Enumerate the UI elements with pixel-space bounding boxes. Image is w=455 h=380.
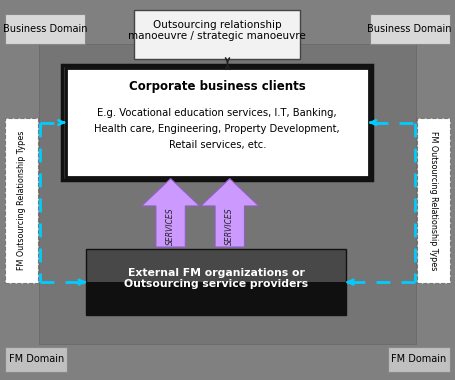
Text: FM Outsourcing Relationship Types: FM Outsourcing Relationship Types [429,131,438,270]
FancyBboxPatch shape [62,65,372,180]
FancyBboxPatch shape [417,118,450,283]
Text: FM Domain: FM Domain [391,354,446,364]
Polygon shape [142,179,200,247]
FancyBboxPatch shape [66,68,369,177]
FancyBboxPatch shape [388,347,450,372]
Text: E.g. Vocational education services, I.T, Banking,
Health care, Engineering, Prop: E.g. Vocational education services, I.T,… [95,108,340,150]
FancyBboxPatch shape [5,118,38,283]
Text: FM Domain: FM Domain [9,354,64,364]
Text: SERVICES: SERVICES [225,207,234,245]
Text: Corporate business clients: Corporate business clients [129,80,306,93]
FancyBboxPatch shape [86,282,346,315]
Polygon shape [201,179,259,247]
Text: FM Outsourcing Relationship Types: FM Outsourcing Relationship Types [17,131,26,270]
Text: Business Domain: Business Domain [3,24,87,34]
FancyBboxPatch shape [39,44,416,344]
Text: Business Domain: Business Domain [368,24,452,34]
FancyBboxPatch shape [86,249,346,315]
Text: External FM organizations or
Outsourcing service providers: External FM organizations or Outsourcing… [124,268,308,289]
FancyBboxPatch shape [370,14,450,44]
FancyBboxPatch shape [5,14,85,44]
Text: SERVICES: SERVICES [166,207,175,245]
FancyBboxPatch shape [5,347,67,372]
FancyBboxPatch shape [134,10,300,59]
Text: Outsourcing relationship
manoeuvre / strategic manoeuvre: Outsourcing relationship manoeuvre / str… [128,20,306,41]
